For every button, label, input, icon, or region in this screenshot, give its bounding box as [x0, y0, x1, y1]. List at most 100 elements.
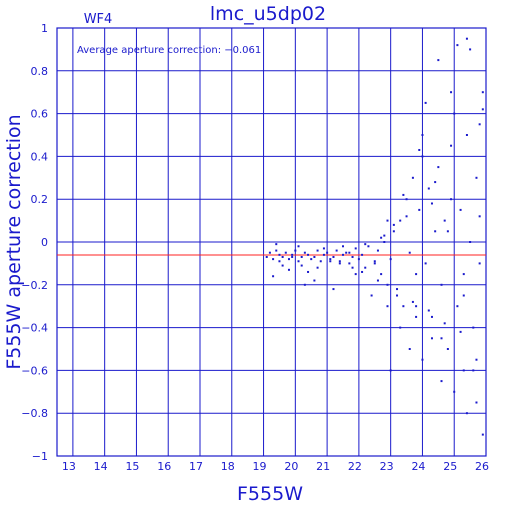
- data-point: [392, 223, 395, 226]
- data-point: [437, 59, 440, 62]
- x-tick-label: 22: [348, 460, 362, 473]
- data-point: [307, 270, 310, 273]
- data-point: [437, 166, 440, 169]
- x-tick-label: 14: [94, 460, 108, 473]
- data-point: [316, 266, 319, 269]
- data-point: [411, 300, 414, 303]
- data-point: [427, 309, 430, 312]
- data-point: [272, 258, 275, 261]
- data-point: [459, 208, 462, 211]
- data-point: [361, 270, 364, 273]
- plot-border: [56, 27, 487, 457]
- data-point: [376, 279, 379, 282]
- data-point: [332, 288, 335, 291]
- data-point: [297, 260, 300, 263]
- data-point: [367, 245, 370, 248]
- x-tick-label: 18: [221, 460, 235, 473]
- x-tick-label: 26: [475, 460, 489, 473]
- data-point: [399, 326, 402, 329]
- data-point: [450, 198, 453, 201]
- x-tick-label: 24: [411, 460, 425, 473]
- data-point: [335, 249, 338, 252]
- data-point: [322, 253, 325, 256]
- data-point: [338, 260, 341, 263]
- panel-label: WF4: [84, 12, 113, 27]
- data-point: [424, 262, 427, 265]
- data-point: [303, 283, 306, 286]
- data-point: [462, 273, 465, 276]
- x-tick-label: 19: [253, 460, 267, 473]
- data-point: [481, 108, 484, 111]
- x-axis-label: F555W: [237, 483, 303, 505]
- average-annotation: Average aperture correction: −0.061: [77, 45, 261, 56]
- y-axis-label: F555W aperture correction: [3, 114, 25, 369]
- data-point: [402, 305, 405, 308]
- data-point: [342, 245, 344, 248]
- data-point: [430, 337, 433, 340]
- data-point: [408, 251, 411, 254]
- data-point: [326, 251, 329, 254]
- data-point: [354, 247, 357, 250]
- data-point: [278, 260, 281, 263]
- data-point: [434, 230, 437, 233]
- data-point: [446, 230, 449, 233]
- data-point: [418, 148, 421, 151]
- plot-frame: [56, 27, 487, 457]
- data-point: [459, 330, 462, 333]
- data-point: [386, 219, 389, 222]
- data-point: [297, 245, 300, 248]
- data-point: [278, 253, 281, 256]
- data-point: [275, 243, 278, 246]
- data-point: [478, 123, 481, 126]
- data-point: [310, 258, 313, 261]
- data-point: [446, 348, 449, 350]
- chart-title: lmc_u5dp02: [210, 3, 326, 25]
- y-tick-label: −0.8: [21, 407, 48, 420]
- data-point: [389, 258, 392, 261]
- data-point: [465, 37, 468, 40]
- data-point: [389, 369, 392, 372]
- data-point: [472, 326, 475, 329]
- x-tick-label: 15: [125, 460, 139, 473]
- data-point: [291, 253, 294, 256]
- data-point: [411, 176, 414, 179]
- data-point: [268, 251, 271, 254]
- data-point: [399, 219, 402, 222]
- y-tick-label: 0.2: [31, 193, 49, 206]
- data-point: [453, 390, 456, 393]
- data-point: [465, 412, 468, 415]
- y-tick-label: 1: [41, 22, 48, 35]
- data-point: [434, 181, 437, 184]
- data-point: [402, 193, 405, 196]
- data-point: [272, 275, 275, 278]
- data-point: [383, 241, 386, 243]
- data-point: [456, 305, 459, 308]
- data-point: [475, 176, 478, 179]
- data-point: [415, 273, 418, 276]
- data-point: [450, 91, 453, 94]
- data-point: [475, 401, 478, 404]
- data-point: [427, 187, 430, 190]
- data-point: [456, 44, 459, 47]
- data-point: [329, 260, 332, 263]
- data-point: [472, 369, 475, 372]
- data-point: [430, 202, 433, 205]
- data-point: [322, 247, 325, 250]
- data-point: [332, 255, 335, 258]
- data-point: [405, 198, 408, 201]
- data-point: [291, 255, 294, 258]
- y-tick-label: −1: [32, 450, 48, 463]
- data-point: [342, 253, 344, 256]
- data-point: [284, 251, 287, 254]
- y-tick-labels: −1 −0.8 −0.6 −0.4 −0.2 0 0.2 0.4 0.6 0.8 1: [21, 22, 48, 463]
- data-point: [319, 260, 322, 263]
- data-point: [348, 251, 351, 254]
- data-point: [462, 369, 465, 372]
- x-tick-label: 21: [316, 460, 330, 473]
- data-point: [348, 262, 351, 265]
- grid-lines: [57, 27, 487, 457]
- data-point: [294, 249, 297, 252]
- data-point: [307, 253, 310, 256]
- data-point: [440, 283, 443, 286]
- data-point: [396, 288, 399, 291]
